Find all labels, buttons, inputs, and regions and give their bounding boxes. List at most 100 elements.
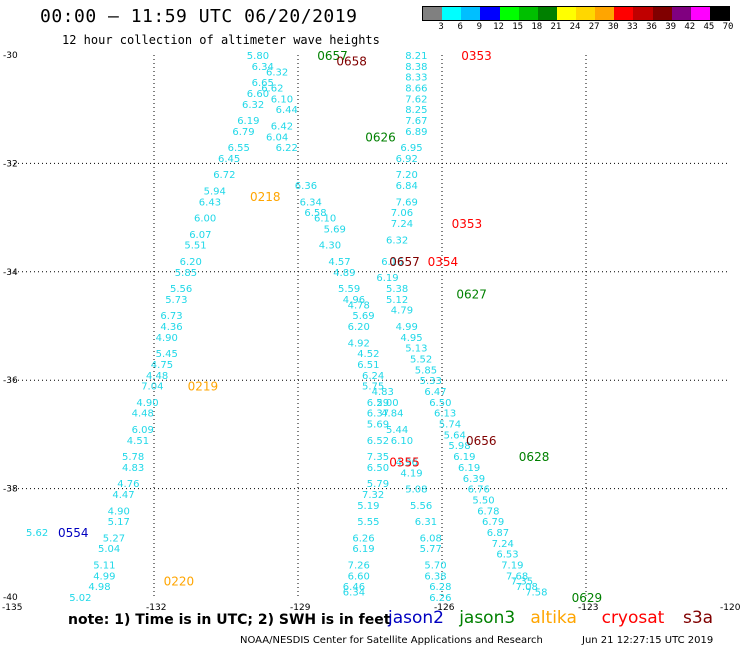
swh-value-label: 6.43 xyxy=(199,197,221,208)
swh-value-label: 6.36 xyxy=(295,181,317,192)
color-swatch xyxy=(576,7,596,20)
swh-value-label: 8.21 xyxy=(405,51,427,62)
swh-value-label: 5.45 xyxy=(156,349,178,360)
swh-value-label: 6.37 xyxy=(367,409,389,420)
lon-tick-label: -120 xyxy=(720,603,740,613)
credit-text: NOAA/NESDIS Center for Satellite Applica… xyxy=(240,635,543,646)
swh-value-label: 4.90 xyxy=(156,333,178,344)
swh-value-label: 6.78 xyxy=(477,506,499,517)
swh-value-label: 7.24 xyxy=(391,219,413,230)
swh-value-label: 5.27 xyxy=(103,533,125,544)
swh-value-label: 5.94 xyxy=(204,187,226,198)
color-scale-label: 36 xyxy=(646,22,657,32)
color-scale-label: 6 xyxy=(457,22,463,32)
swh-value-label: 4.51 xyxy=(127,436,149,447)
legend-s3a: s3a xyxy=(683,608,714,628)
color-swatch xyxy=(442,7,462,20)
legend-cryosat: cryosat xyxy=(601,608,665,628)
swh-value-label: 4.52 xyxy=(357,349,379,360)
swh-value-label: 6.09 xyxy=(132,425,154,436)
swh-value-label: 4.48 xyxy=(146,371,168,382)
lat-tick-label: -38 xyxy=(3,485,18,495)
color-swatch xyxy=(518,7,538,20)
color-swatch xyxy=(480,7,500,20)
swh-value-label: 6.28 xyxy=(429,582,451,593)
swh-value-label: 5.64 xyxy=(444,430,466,441)
swh-value-label: 5.19 xyxy=(357,501,379,512)
color-swatch xyxy=(671,7,691,20)
swh-value-label: 6.04 xyxy=(266,132,288,143)
swh-value-label: 4.57 xyxy=(328,257,350,268)
swh-value-label: 5.69 xyxy=(324,224,346,235)
legend-altika: altika xyxy=(530,608,577,628)
pass-time-label: 0626 xyxy=(365,130,396,144)
color-swatch xyxy=(499,7,519,20)
swh-value-label: 4.83 xyxy=(372,387,394,398)
color-swatch xyxy=(556,7,576,20)
swh-value-label: 6.08 xyxy=(420,533,442,544)
swh-value-label: 6.87 xyxy=(487,528,509,539)
lon-tick-label: -123 xyxy=(578,603,598,613)
swh-value-label: 4.96 xyxy=(343,295,365,306)
swh-value-label: 4.36 xyxy=(160,322,182,333)
pass-time-label: 0219 xyxy=(188,380,219,394)
pass-time-label: 0657 xyxy=(317,49,348,63)
swh-value-label: 5.70 xyxy=(424,560,446,571)
swh-value-label: 5.00 xyxy=(376,398,398,409)
color-scale-label: 12 xyxy=(493,22,504,32)
swh-value-label: 5.13 xyxy=(405,344,427,355)
pass-time-label: 0658 xyxy=(336,54,367,68)
swh-value-label: 5.56 xyxy=(170,284,192,295)
swh-value-label: 6.32 xyxy=(242,100,264,111)
swh-value-label: 4.79 xyxy=(391,306,413,317)
color-swatch xyxy=(614,7,634,20)
color-scale-bar xyxy=(422,6,730,21)
swh-value-label: 6.38 xyxy=(424,571,446,582)
swh-value-label: 6.31 xyxy=(415,517,437,528)
generated-timestamp: Jun 21 12:27:15 UTC 2019 xyxy=(582,635,714,646)
swh-value-label: 4.89 xyxy=(333,268,355,279)
lat-tick-label: -32 xyxy=(3,159,18,169)
pass-time-label: 0220 xyxy=(164,575,195,589)
color-scale-label: 3 xyxy=(438,22,444,32)
swh-value-label: 6.10 xyxy=(314,214,336,225)
pass-time-label: 0656 xyxy=(466,434,497,448)
swh-value-label: 4.75 xyxy=(151,360,173,371)
pass-time-label: 0554 xyxy=(58,526,89,540)
swh-value-label: 6.10 xyxy=(391,436,413,447)
swh-value-label: 6.26 xyxy=(352,533,374,544)
swh-value-label: 6.26 xyxy=(429,593,451,604)
swh-value-label: 5.98 xyxy=(448,441,470,452)
swh-value-label: 6.50 xyxy=(367,463,389,474)
swh-value-label: 6.73 xyxy=(160,311,182,322)
swh-value-label: 5.51 xyxy=(184,241,206,252)
color-swatch xyxy=(709,7,729,20)
swh-value-label: 5.62 xyxy=(26,528,48,539)
swh-value-label: 4.92 xyxy=(348,338,370,349)
pass-time-label: 0629 xyxy=(572,591,603,605)
swh-value-label: 4.83 xyxy=(122,463,144,474)
swh-value-label: 8.38 xyxy=(405,62,427,73)
color-scale-label: 39 xyxy=(665,22,677,32)
swh-value-label: 8.66 xyxy=(405,84,427,95)
swh-value-label: 6.15 xyxy=(381,257,403,268)
swh-value-label: 6.79 xyxy=(482,517,504,528)
color-scale-label: 9 xyxy=(476,22,483,32)
swh-value-label: 4.78 xyxy=(348,300,370,311)
swh-value-label: 4.95 xyxy=(400,333,422,344)
swh-value-label: 5.75 xyxy=(362,382,384,393)
lat-tick-label: -34 xyxy=(3,268,18,278)
swh-value-label: 6.45 xyxy=(218,154,240,165)
swh-value-label: 7.26 xyxy=(348,560,370,571)
pass-time-label: 0218 xyxy=(250,190,281,204)
swh-value-label: 4.98 xyxy=(88,582,110,593)
swh-value-label: 5.11 xyxy=(93,560,115,571)
swh-value-label: 6.58 xyxy=(304,208,326,219)
legend-jason3: jason3 xyxy=(459,608,516,628)
swh-value-label: 4.19 xyxy=(400,468,422,479)
color-swatch xyxy=(690,7,710,20)
swh-value-label: 6.84 xyxy=(396,181,418,192)
